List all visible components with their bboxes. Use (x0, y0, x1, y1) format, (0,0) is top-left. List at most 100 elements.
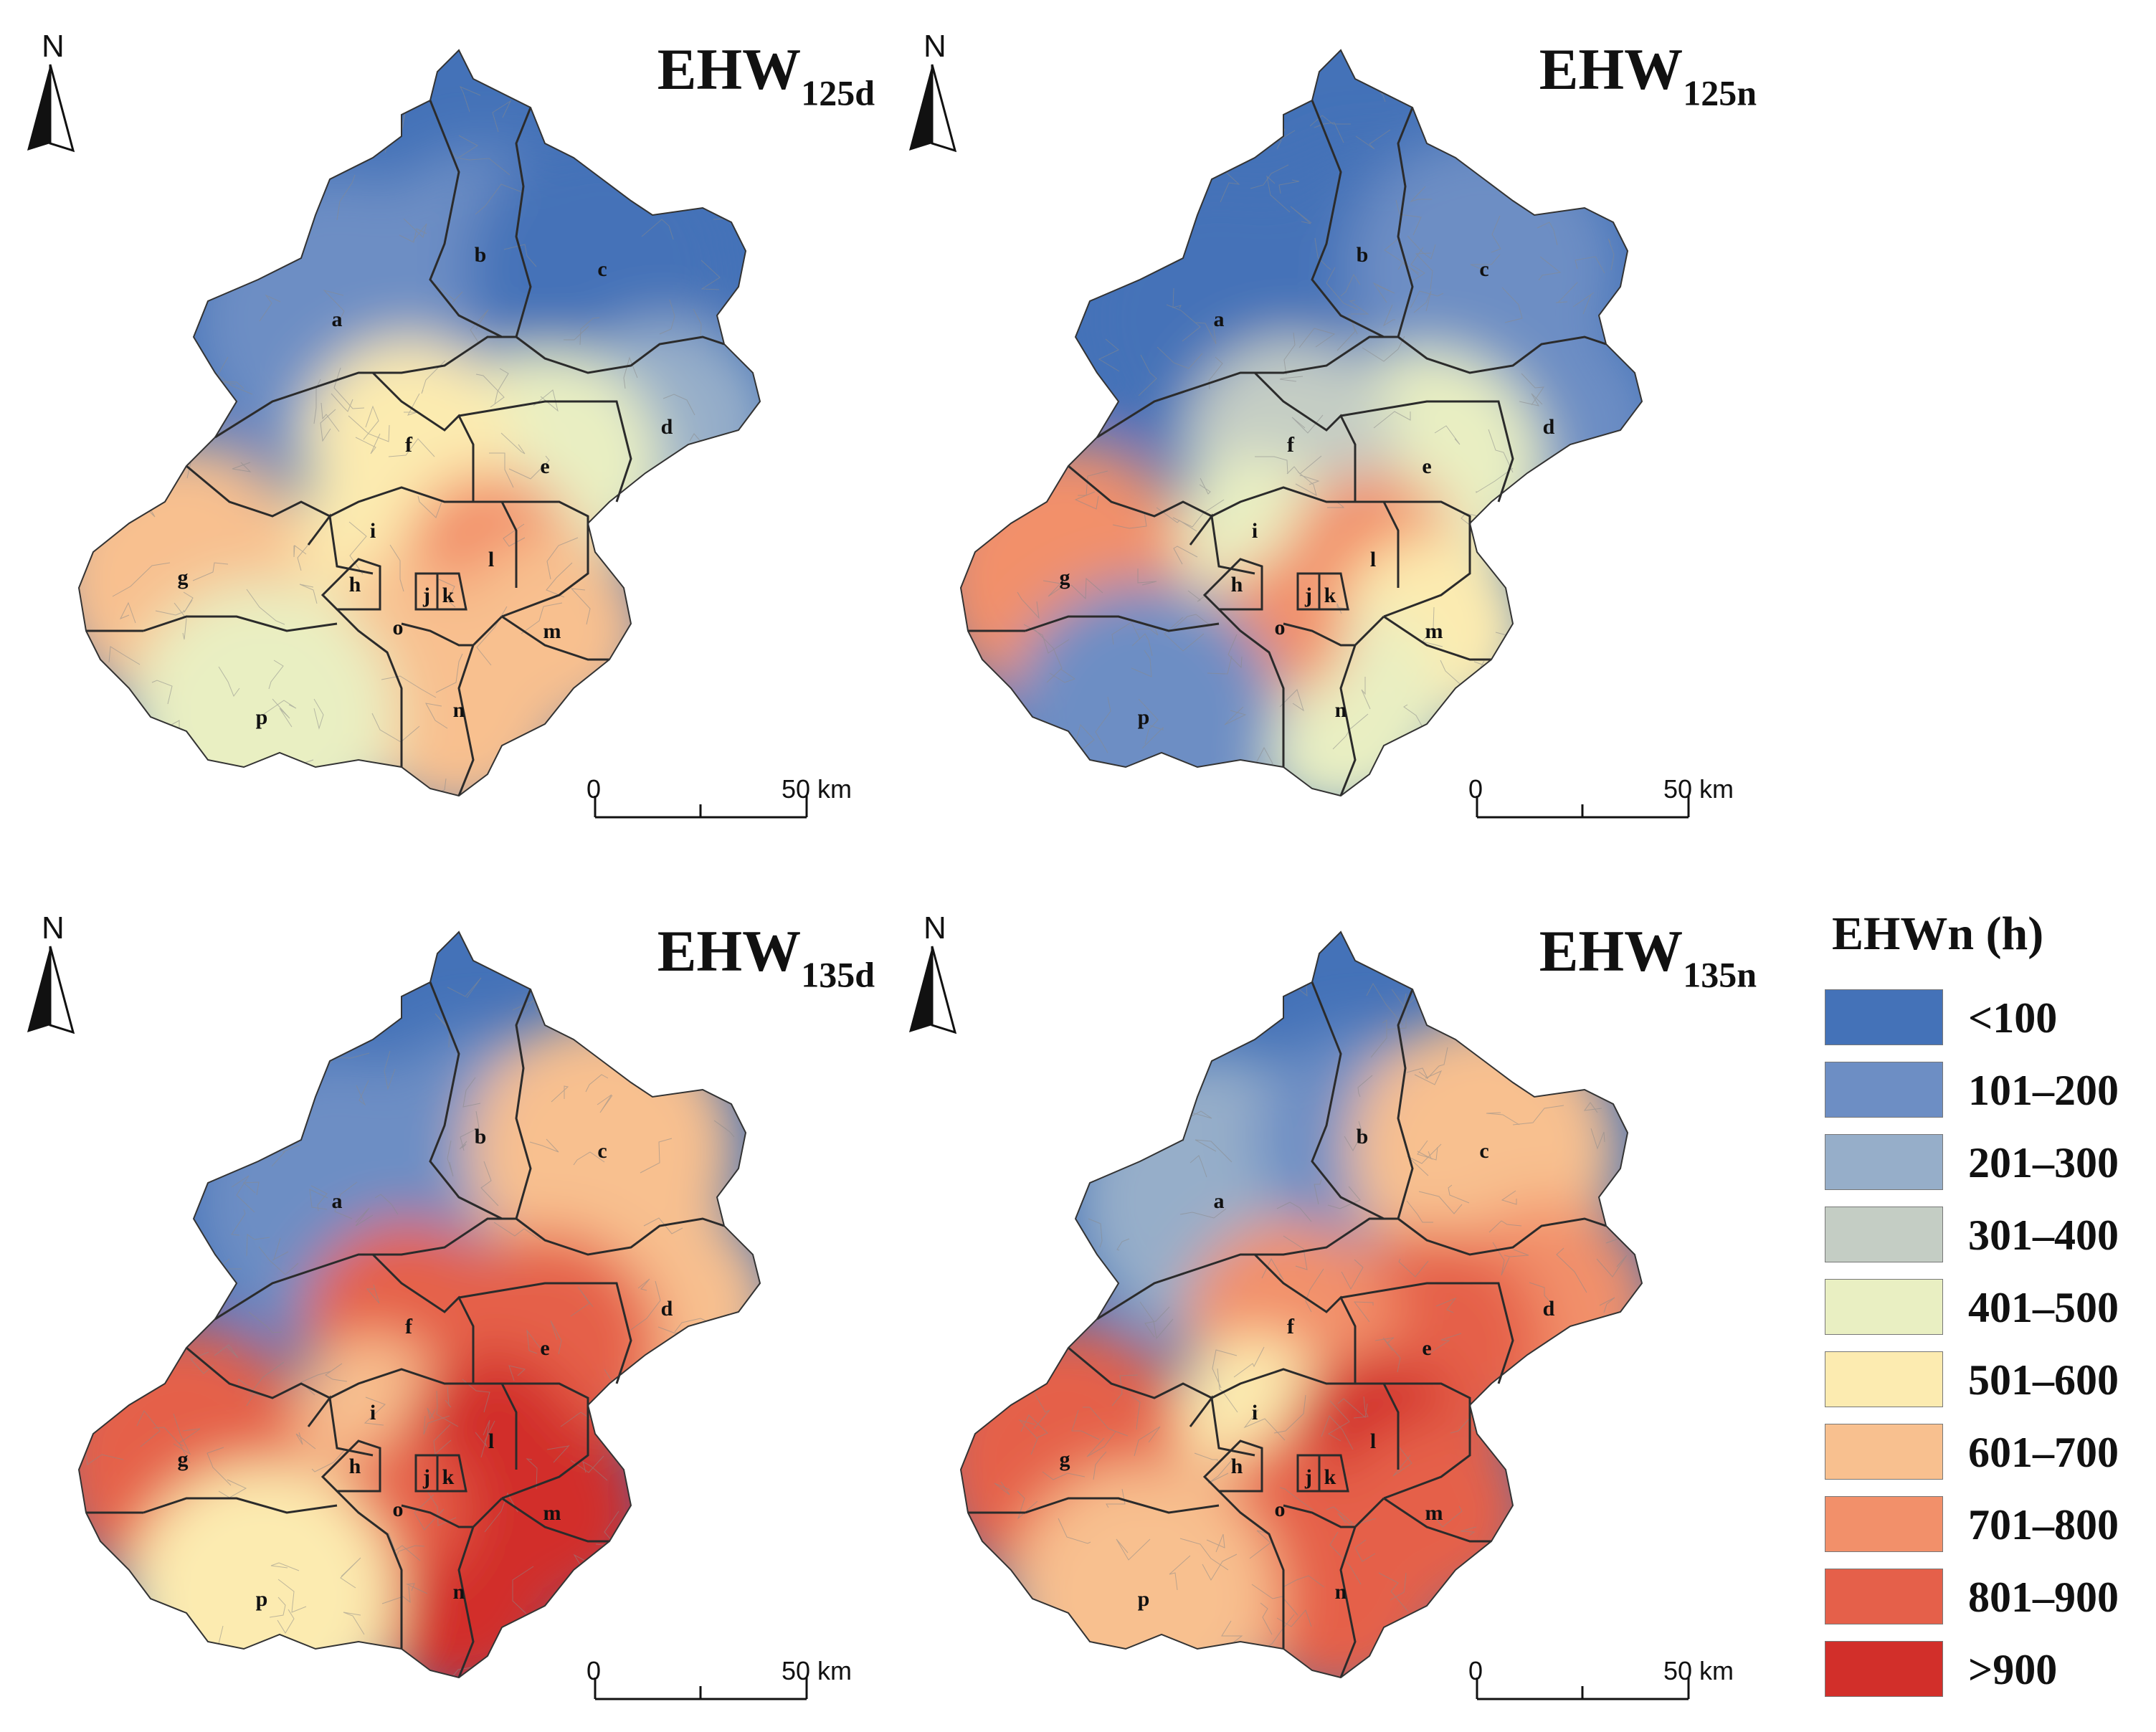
region-label-f: f (405, 1315, 413, 1338)
panel-title: EHW135n (1539, 918, 1757, 996)
legend-label: >900 (1968, 1646, 2058, 1693)
region-label-d: d (661, 1297, 673, 1321)
region-label-f: f (1287, 1315, 1295, 1338)
legend-item: 701–800 (1825, 1496, 2155, 1553)
north-label: N (42, 29, 65, 64)
scale-bar-start-label: 0 (1468, 1656, 1483, 1685)
scale-bar-start-label: 0 (587, 774, 602, 804)
region-label-e: e (540, 455, 549, 478)
city-outline (77, 49, 761, 797)
region-label-h: h (1231, 573, 1243, 596)
legend-swatch (1825, 1351, 1943, 1407)
legend-swatch (1825, 1641, 1943, 1697)
region-label-o: o (393, 616, 404, 639)
legend-swatch (1825, 1207, 1943, 1262)
city-outline (77, 931, 761, 1679)
scale-bar-end-label: 50 km (1663, 1656, 1734, 1685)
region-label-h: h (1231, 1455, 1243, 1478)
map-panel-3: a b c d e f g h i j k l m n o p N EHW135d 0 50 km (0, 882, 903, 1713)
legend-swatch (1825, 1134, 1943, 1190)
region-label-l: l (488, 548, 494, 571)
region-label-j: j (422, 1465, 430, 1489)
district-boundaries (86, 981, 725, 1678)
region-label-b: b (475, 1125, 487, 1148)
legend-swatch (1825, 989, 1943, 1045)
region-label-k: k (442, 1465, 455, 1489)
legend-swatch (1825, 1496, 1943, 1552)
region-label-n: n (453, 698, 465, 722)
north-label: N (923, 29, 946, 64)
panel-title-main: EHW (1539, 918, 1684, 984)
scale-bar (1476, 796, 1690, 819)
region-label-p: p (256, 705, 268, 729)
legend-item: 501–600 (1825, 1351, 2155, 1409)
region-label-c: c (597, 1139, 607, 1163)
region-label-d: d (661, 415, 673, 439)
north-label: N (923, 910, 946, 946)
region-label-l: l (1370, 1429, 1376, 1453)
legend-item: 401–500 (1825, 1279, 2155, 1336)
region-label-a: a (1214, 308, 1225, 331)
map-panel-1: a b c d e f g h i j k l m n o p N EHW125d 0 50 km (0, 0, 903, 832)
north-arrow-icon (27, 64, 75, 153)
panel-title-main: EHW (657, 37, 802, 102)
region-label-o: o (1275, 616, 1286, 639)
legend-label: 401–500 (1968, 1284, 2119, 1331)
legend-swatch (1825, 1569, 1943, 1624)
panel-title-subscript: 125n (1683, 72, 1757, 113)
region-label-e: e (1422, 455, 1431, 478)
scale-bar (594, 796, 808, 819)
map-svg: a b c d e f g h i j k l m n o p (909, 49, 1690, 819)
region-label-i: i (370, 1401, 376, 1424)
panel-title: EHW125d (657, 36, 875, 114)
region-label-b: b (1357, 1125, 1369, 1148)
scale-bar (1476, 1678, 1690, 1700)
region-label-i: i (370, 519, 376, 543)
map-svg: a b c d e f g h i j k l m n o p (27, 49, 808, 819)
legend-label: 601–700 (1968, 1429, 2119, 1476)
district-boundaries (86, 100, 725, 796)
legend-label: 201–300 (1968, 1139, 2119, 1186)
region-label-i: i (1252, 1401, 1258, 1424)
region-label-d: d (1543, 415, 1555, 439)
region-label-g: g (178, 1447, 189, 1471)
legend-item: 601–700 (1825, 1424, 2155, 1481)
region-label-l: l (488, 1429, 494, 1453)
legend: EHWn (h) <100 101–200 201–300 301–400 401–50… (1825, 907, 2155, 1717)
region-label-m: m (543, 619, 561, 643)
legend-label: 301–400 (1968, 1212, 2119, 1259)
region-label-o: o (393, 1498, 404, 1521)
region-label-k: k (442, 584, 455, 607)
legend-item: <100 (1825, 989, 2155, 1047)
map-panel-4: a b c d e f g h i j k l m n o p N EHW135n 0 50 km (882, 882, 1785, 1713)
panel-title: EHW135d (657, 918, 875, 996)
region-label-l: l (1370, 548, 1376, 571)
legend-swatch (1825, 1279, 1943, 1335)
region-label-b: b (475, 243, 487, 267)
legend-label: 101–200 (1968, 1067, 2119, 1114)
region-label-h: h (349, 573, 361, 596)
legend-swatch (1825, 1062, 1943, 1118)
region-label-n: n (1335, 698, 1347, 722)
panel-title-subscript: 135d (801, 954, 875, 995)
north-label: N (42, 910, 65, 946)
region-label-p: p (1138, 705, 1150, 729)
region-label-k: k (1324, 1465, 1336, 1489)
legend-label: 501–600 (1968, 1356, 2119, 1404)
region-label-m: m (1425, 619, 1443, 643)
region-label-f: f (405, 433, 413, 457)
legend-label: 701–800 (1968, 1501, 2119, 1548)
scale-bar-end-label: 50 km (782, 1656, 853, 1685)
region-label-o: o (1275, 1498, 1286, 1521)
north-arrow-icon (909, 64, 957, 153)
region-label-j: j (1304, 1465, 1312, 1489)
region-label-f: f (1287, 433, 1295, 457)
region-label-c: c (1479, 257, 1488, 281)
district-boundaries (968, 981, 1607, 1678)
panel-title-main: EHW (1539, 37, 1684, 102)
panel-title-subscript: 135n (1683, 954, 1757, 995)
region-label-c: c (1479, 1139, 1488, 1163)
legend-label: 801–900 (1968, 1574, 2119, 1621)
region-label-g: g (1060, 566, 1070, 589)
region-label-n: n (453, 1580, 465, 1604)
